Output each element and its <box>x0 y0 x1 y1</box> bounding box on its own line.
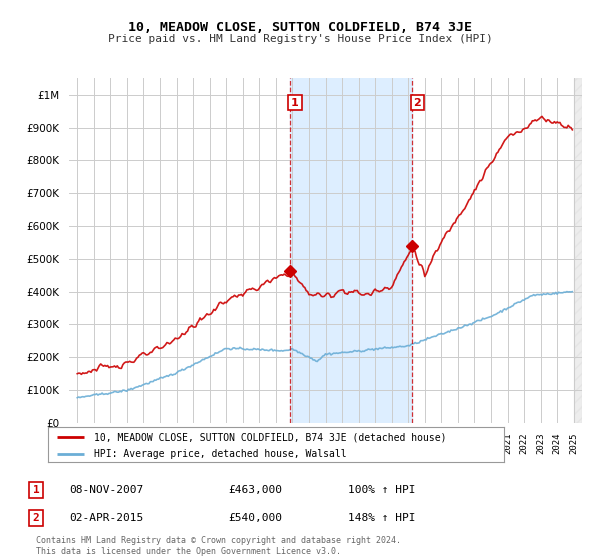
Text: 02-APR-2015: 02-APR-2015 <box>69 513 143 523</box>
Text: 2: 2 <box>413 97 421 108</box>
Text: 10, MEADOW CLOSE, SUTTON COLDFIELD, B74 3JE: 10, MEADOW CLOSE, SUTTON COLDFIELD, B74 … <box>128 21 472 34</box>
Text: Contains HM Land Registry data © Crown copyright and database right 2024.
This d: Contains HM Land Registry data © Crown c… <box>36 536 401 556</box>
Text: 10, MEADOW CLOSE, SUTTON COLDFIELD, B74 3JE (detached house): 10, MEADOW CLOSE, SUTTON COLDFIELD, B74 … <box>94 432 446 442</box>
Text: 1: 1 <box>32 485 40 495</box>
Text: 1: 1 <box>291 97 299 108</box>
Text: 2: 2 <box>32 513 40 523</box>
Text: Price paid vs. HM Land Registry's House Price Index (HPI): Price paid vs. HM Land Registry's House … <box>107 34 493 44</box>
Text: 100% ↑ HPI: 100% ↑ HPI <box>348 485 415 495</box>
Text: £540,000: £540,000 <box>228 513 282 523</box>
Text: 148% ↑ HPI: 148% ↑ HPI <box>348 513 415 523</box>
Text: HPI: Average price, detached house, Walsall: HPI: Average price, detached house, Wals… <box>94 449 346 459</box>
Text: £463,000: £463,000 <box>228 485 282 495</box>
Bar <box>290 78 412 423</box>
Bar <box>574 78 582 423</box>
Text: 08-NOV-2007: 08-NOV-2007 <box>69 485 143 495</box>
